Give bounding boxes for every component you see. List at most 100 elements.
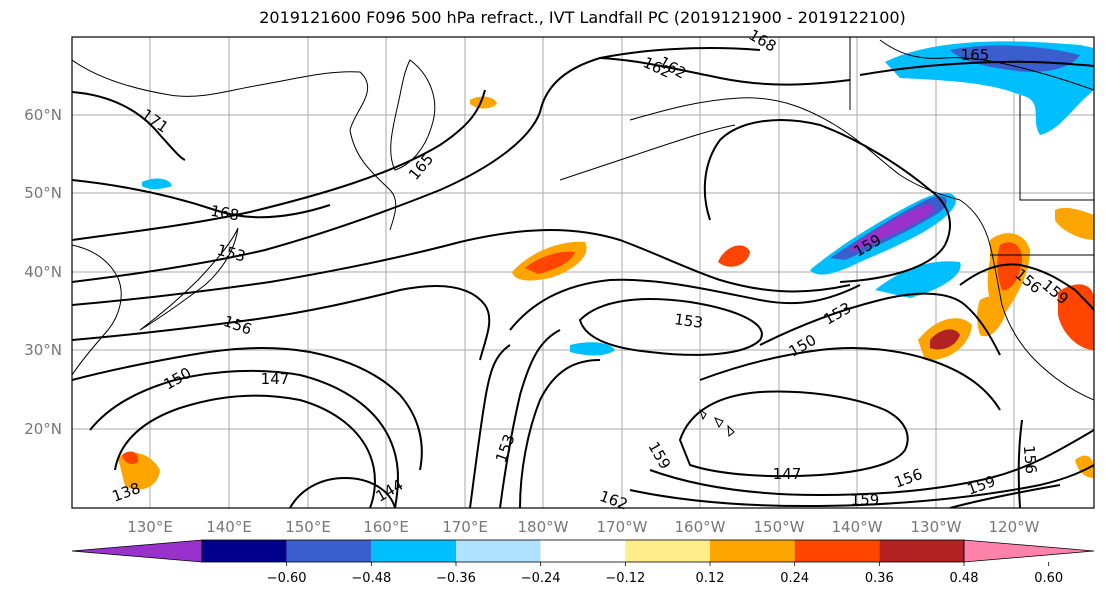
colorbar-tick-label: 0.48 — [950, 571, 979, 586]
contour-label: 153 — [673, 310, 704, 332]
neg-shade-east — [875, 261, 961, 298]
lon-label: 140°W — [832, 518, 883, 536]
colorbar-tick-label: −0.48 — [351, 571, 391, 586]
lon-label: 170°E — [442, 518, 488, 536]
lon-label: 170°W — [597, 518, 648, 536]
colorbar-swatch — [625, 540, 710, 562]
coast-kamchatka — [390, 59, 436, 171]
pos-shade-alaska-south — [718, 245, 750, 267]
lon-label: 130°E — [127, 518, 173, 536]
contour-165-west — [72, 89, 486, 241]
contour-label: 156 — [1020, 445, 1040, 475]
colorbar-tick-label: 0.24 — [780, 571, 809, 586]
pos-shade-westcoast-core — [997, 242, 1022, 291]
colorbar-tick-label: −0.36 — [436, 571, 476, 586]
neg-shade-gulf-core — [850, 204, 934, 252]
contour-153-west — [72, 347, 423, 471]
colorbar-outline — [201, 539, 965, 563]
lat-label: 40°N — [24, 263, 62, 281]
pos-shade-hawaii-west-core — [122, 451, 139, 464]
contour-162-west — [72, 47, 761, 283]
contour-153-mid — [578, 298, 763, 356]
map-frame — [71, 36, 1095, 509]
lon-label: 150°E — [285, 518, 331, 536]
contours — [72, 47, 1094, 508]
lon-label: 160°W — [675, 518, 726, 536]
colorbar-extend-high — [963, 539, 1095, 563]
lon-label: 150°W — [754, 518, 805, 536]
neg-shade-north-core — [950, 45, 1080, 72]
contour-159-east-low — [629, 464, 1094, 508]
coast-bc — [959, 199, 1094, 401]
colorbar-swatch — [456, 540, 541, 562]
contour-159-south — [949, 484, 1061, 508]
contour-162-arc — [469, 344, 511, 508]
contour-label: 147 — [261, 370, 290, 388]
contour-label: 159 — [851, 491, 880, 509]
latitude-labels: 60°N 50°N 40°N 30°N 20°N — [24, 106, 62, 438]
colorbar-swatch — [286, 540, 372, 562]
contour-147-west — [114, 394, 376, 508]
contour-159-gulf — [703, 119, 951, 283]
colorbar-swatch — [540, 540, 626, 562]
lat-label: 20°N — [24, 420, 62, 438]
contour-144 — [289, 476, 396, 508]
contour-156-mid — [509, 278, 861, 331]
contour-171 — [72, 91, 186, 161]
lon-label: 120°W — [989, 518, 1040, 536]
border-canada — [849, 37, 1094, 201]
coast-alaska — [629, 97, 961, 201]
contour-156-east-low — [649, 429, 1094, 497]
colorbar-swatch — [879, 540, 964, 562]
pos-shade-ne — [1055, 207, 1094, 240]
coast-korea-china — [72, 244, 122, 376]
contour-168-west — [72, 179, 331, 219]
pos-shade-ca-offshore-core — [930, 329, 960, 350]
contour-label: 147 — [773, 465, 802, 483]
colorbar-swatch — [710, 540, 795, 562]
lon-label: 160°E — [363, 518, 409, 536]
contour-label: 165 — [961, 46, 990, 64]
coast-north — [879, 39, 1094, 91]
colorbar-swatch — [794, 540, 880, 562]
contour-153-east — [759, 292, 1001, 356]
colorbar-extend-low — [71, 539, 203, 563]
colorbar-tick-label: −0.24 — [521, 571, 561, 586]
lat-label: 60°N — [24, 106, 62, 124]
neg-shade-mid — [570, 342, 615, 356]
coast-siberia — [72, 59, 397, 231]
contour-147-east — [678, 390, 909, 478]
lat-label: 30°N — [24, 341, 62, 359]
pos-shade-mid-pacific-core — [525, 251, 575, 274]
colorbar-tick-label: −0.12 — [605, 571, 645, 586]
lon-label: 130°W — [911, 518, 962, 536]
neg-shade-west — [142, 178, 172, 189]
colorbar: −0.60 −0.48 −0.36 −0.24 −0.12 0.12 0.24 0.36 0.4… — [71, 539, 1095, 586]
coast-hawaii — [699, 408, 735, 437]
contour-156-east — [959, 263, 1094, 311]
contour-159-west — [72, 229, 851, 306]
contour-150-east — [699, 347, 1001, 411]
contour-150-west — [89, 369, 399, 508]
longitude-labels: 130°E 140°E 150°E 160°E 170°E 180°W 170°W 160°W… — [127, 518, 1039, 536]
colorbar-tick-label: 0.36 — [865, 571, 894, 586]
colorbar-swatch — [202, 540, 287, 562]
contour-label: 168 — [209, 202, 240, 225]
colorbar-tick-label: 0.12 — [696, 571, 725, 586]
contour-156-far-east — [1017, 419, 1023, 508]
map-title: 2019121600 F096 500 hPa refract., IVT La… — [259, 8, 906, 27]
colorbar-tick-label: −0.60 — [267, 571, 307, 586]
lon-label: 140°E — [206, 518, 252, 536]
coast-alaska-peninsula — [559, 124, 736, 181]
lat-label: 50°N — [24, 184, 62, 202]
lon-label: 180°W — [518, 518, 569, 536]
coast-japan — [139, 227, 239, 331]
contour-162-ne — [599, 57, 851, 86]
colorbar-tick-label: 0.60 — [1034, 571, 1063, 586]
coastlines — [72, 37, 1094, 437]
pos-shade-se — [1075, 455, 1094, 478]
contour-156-west — [72, 284, 491, 361]
contour-153-arc — [519, 359, 601, 508]
pos-shade-bering — [470, 96, 497, 109]
